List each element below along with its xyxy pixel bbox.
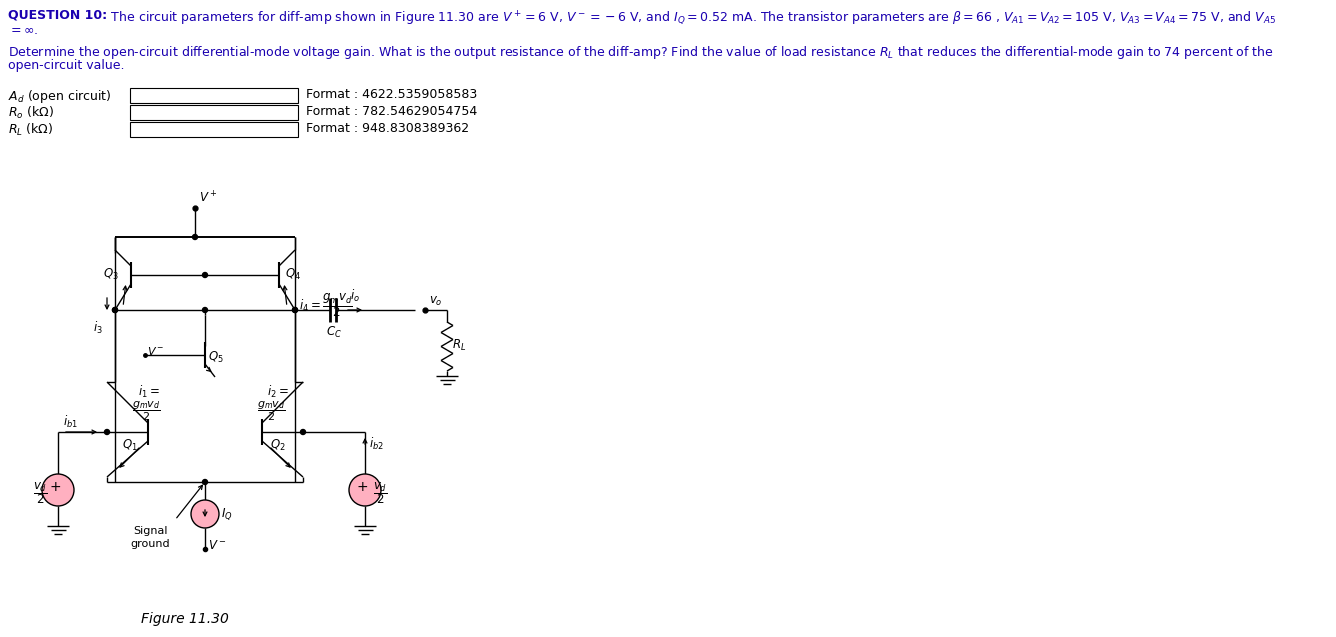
- Text: $+$: $+$: [355, 480, 367, 494]
- Circle shape: [104, 429, 110, 434]
- Text: $I_Q$: $I_Q$: [220, 506, 232, 522]
- Text: $i_4 = \dfrac{g_m v_d}{2}$: $i_4 = \dfrac{g_m v_d}{2}$: [299, 292, 353, 318]
- Text: $C_C$: $C_C$: [326, 325, 342, 340]
- Text: Format : 4622.5359058583: Format : 4622.5359058583: [306, 88, 477, 101]
- Text: $V^-$: $V^-$: [147, 345, 164, 357]
- Text: $= \infty$.: $= \infty$.: [8, 24, 39, 37]
- Circle shape: [203, 308, 207, 313]
- Circle shape: [301, 429, 306, 434]
- Bar: [130, 105, 298, 120]
- Text: $R_o$ (k$\Omega$): $R_o$ (k$\Omega$): [8, 105, 53, 121]
- Circle shape: [203, 273, 207, 278]
- Text: $Q_3$: $Q_3$: [103, 267, 119, 282]
- Text: The circuit parameters for diff-amp shown in Figure 11.30 are $V^+ = 6$ V, $V^- : The circuit parameters for diff-amp show…: [107, 9, 1276, 27]
- Bar: [130, 122, 298, 137]
- Text: $R_L$ (k$\Omega$): $R_L$ (k$\Omega$): [8, 122, 53, 138]
- Text: Figure 11.30: Figure 11.30: [142, 612, 228, 626]
- Text: $i_2 =$: $i_2 =$: [267, 384, 289, 400]
- Text: $+$: $+$: [49, 480, 61, 494]
- Text: $A_d$ (open circuit): $A_d$ (open circuit): [8, 88, 112, 105]
- Circle shape: [41, 474, 73, 506]
- Text: $i_o$: $i_o$: [350, 288, 359, 304]
- Text: Signal
ground: Signal ground: [130, 526, 170, 549]
- Text: $V^-$: $V^-$: [208, 539, 227, 552]
- Text: $Q_4$: $Q_4$: [285, 267, 301, 282]
- Text: Format : 782.54629054754: Format : 782.54629054754: [306, 105, 477, 118]
- Text: $i_3$: $i_3$: [94, 320, 103, 336]
- Text: Format : 948.8308389362: Format : 948.8308389362: [306, 122, 469, 135]
- Text: $\dfrac{v_d}{2}$: $\dfrac{v_d}{2}$: [33, 480, 48, 506]
- Circle shape: [293, 308, 298, 313]
- Text: $\dfrac{g_m v_d}{2}$: $\dfrac{g_m v_d}{2}$: [257, 400, 286, 424]
- Circle shape: [349, 474, 381, 506]
- Bar: [130, 88, 298, 103]
- Circle shape: [112, 308, 118, 313]
- Text: $i_1 =$: $i_1 =$: [138, 384, 160, 400]
- Text: $\dfrac{v_d}{2}$: $\dfrac{v_d}{2}$: [373, 480, 387, 506]
- Text: open-circuit value.: open-circuit value.: [8, 59, 124, 72]
- Text: QUESTION 10:: QUESTION 10:: [8, 9, 107, 22]
- Text: $i_{b1}$: $i_{b1}$: [63, 414, 77, 430]
- Circle shape: [203, 480, 207, 485]
- Circle shape: [112, 308, 118, 313]
- Text: $v_o$: $v_o$: [429, 295, 442, 308]
- Text: $i_{b2}$: $i_{b2}$: [369, 436, 383, 452]
- Circle shape: [192, 234, 198, 240]
- Text: Determine the open-circuit differential-mode voltage gain. What is the output re: Determine the open-circuit differential-…: [8, 44, 1275, 61]
- Circle shape: [191, 500, 219, 528]
- Text: $Q_5$: $Q_5$: [208, 350, 223, 365]
- Text: $\dfrac{g_m v_d}{2}$: $\dfrac{g_m v_d}{2}$: [132, 400, 160, 424]
- Text: $V^+$: $V^+$: [199, 190, 218, 206]
- Text: $Q_1$: $Q_1$: [122, 438, 138, 453]
- Text: $R_L$: $R_L$: [452, 338, 466, 352]
- Text: $Q_2$: $Q_2$: [270, 438, 286, 453]
- Circle shape: [293, 308, 298, 313]
